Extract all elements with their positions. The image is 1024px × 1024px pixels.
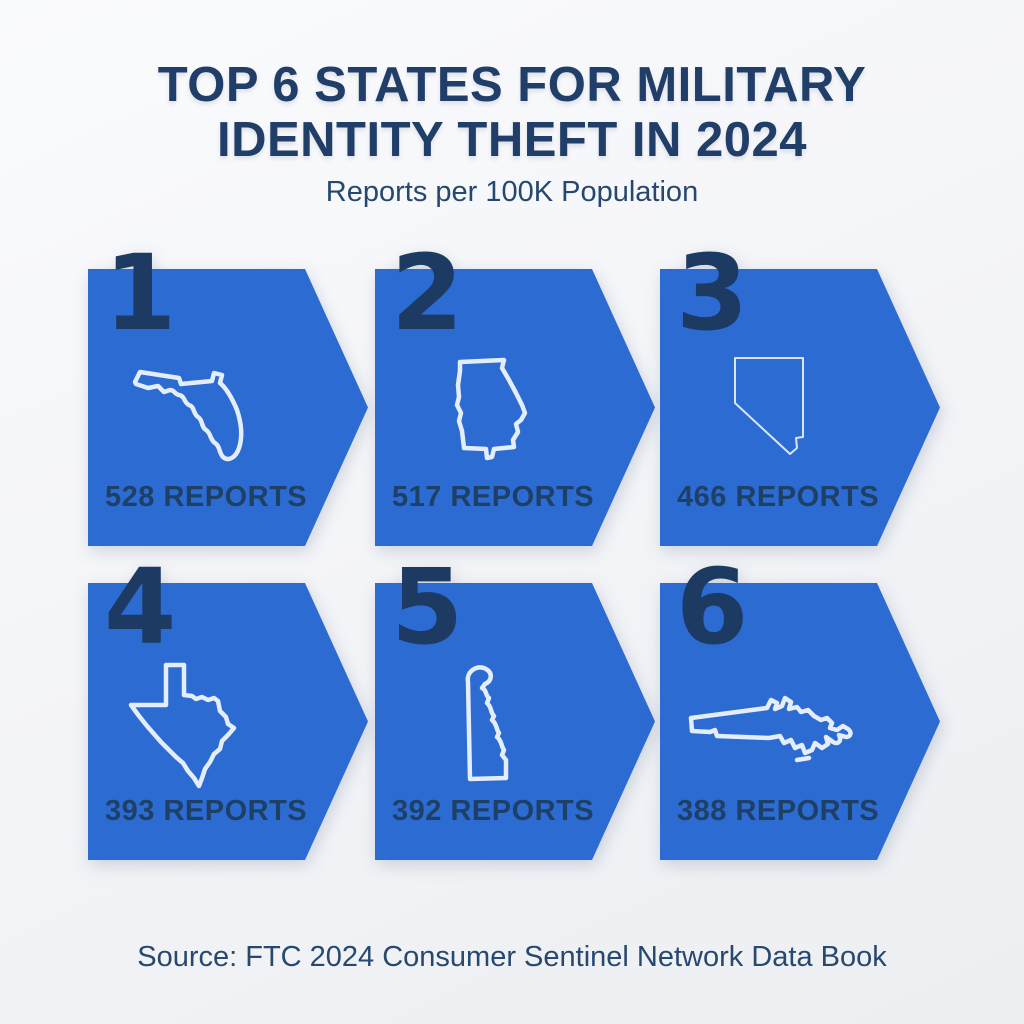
rank-number: 3 [676,232,749,354]
page-title: TOP 6 STATES FOR MILITARY IDENTITY THEFT … [0,58,1024,168]
florida-outline-icon [88,333,305,491]
rank-card-massachusetts: 6 388 REPORTS [660,555,940,860]
arrow-card-shape [375,269,655,546]
reports-label: 517 REPORTS [392,481,595,513]
rank-card-delaware: 5 392 REPORTS [375,555,655,860]
arrow-card-shape [660,583,940,860]
arrow-card-shape [660,269,940,546]
rank-number: 5 [391,546,464,668]
arrow-card-shape [88,269,368,546]
ranking-grid: 1 528 REPORTS 2 517 REPORTS 3 [88,241,940,861]
reports-label: 393 REPORTS [105,795,308,827]
georgia-outline-icon [375,333,592,491]
rank-number: 4 [104,546,177,668]
massachusetts-outline-icon [660,647,877,805]
reports-label: 388 REPORTS [677,795,880,827]
reports-label: 466 REPORTS [677,481,880,513]
rank-number: 2 [391,232,464,354]
subtitle: Reports per 100K Population [325,176,699,208]
arrow-card-shape [375,583,655,860]
page-title-line1: TOP 6 STATES FOR MILITARY [157,58,867,112]
texas-outline-icon [88,647,305,805]
rank-card-georgia: 2 517 REPORTS [375,241,655,546]
nevada-outline-icon [660,333,877,491]
rank-number: 6 [676,546,749,668]
page-title-line2: IDENTITY THEFT IN 2024 [216,112,808,167]
reports-label: 392 REPORTS [392,795,595,827]
delaware-outline-icon [375,647,592,805]
reports-label: 528 REPORTS [105,481,308,513]
rank-card-texas: 4 393 REPORTS [88,555,368,860]
rank-card-nevada: 3 466 REPORTS [660,241,940,546]
source-note: Source: FTC 2024 Consumer Sentinel Netwo… [137,941,887,973]
rank-card-florida: 1 528 REPORTS [88,241,368,546]
rank-number: 1 [104,232,177,354]
